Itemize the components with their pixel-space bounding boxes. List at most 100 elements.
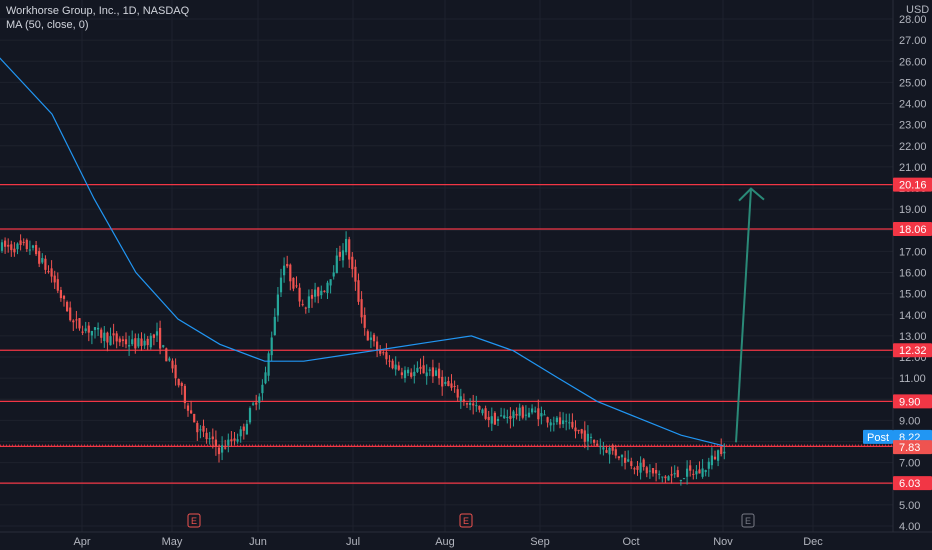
x-tick-label: Oct [622,536,639,548]
candle-body [527,412,531,418]
candle-body [571,421,574,428]
y-tick-label: 19.00 [899,204,927,216]
candle-body [329,279,332,286]
candle-body [400,372,403,376]
y-tick-label: 17.00 [899,246,927,258]
y-tick-label: 15.00 [899,289,927,301]
candle-body [25,239,28,250]
candle-body [152,334,155,338]
candle-body [453,385,456,387]
candle-body [701,468,704,477]
level-tag [893,343,932,358]
candle-body [682,478,686,480]
candle-body [518,407,521,416]
candle-body [81,331,84,333]
candle-body [602,447,605,450]
last-price-tag [893,440,932,455]
y-tick-label: 21.00 [899,162,927,174]
candle-body [366,331,369,341]
candle-body [348,239,351,260]
candles [0,231,726,486]
candle-body [614,449,617,456]
symbol-title[interactable]: Workhorse Group, Inc., 1D, NASDAQ [6,5,190,17]
last-price-label: 7.83 [899,442,920,454]
y-tick-label: 27.00 [899,35,927,47]
candle-body [698,469,701,474]
candle-body [335,255,338,274]
x-tick-label: May [162,536,183,548]
candle-body [394,364,397,370]
candle-body [692,473,695,475]
level-tag-label: 9.90 [899,396,920,408]
candle-body [326,282,329,293]
candle-body [444,381,447,384]
candle-body [388,360,391,362]
candle-body [245,423,248,435]
candle-body [586,433,589,442]
candle-body [16,243,19,250]
candle-body [149,335,152,348]
candle-body [707,461,710,469]
indicator-label[interactable]: MA (50, close, 0) [6,19,89,31]
arrow-shaft [735,188,752,443]
candle-body [475,405,478,407]
candle-body [413,371,416,377]
candle-body [360,299,363,318]
candle-body [93,327,97,330]
y-tick-label: 26.00 [899,56,927,68]
y-tick-label: 11.00 [899,373,926,385]
candle-body [558,417,562,425]
candle-body [620,454,624,458]
candle-body [537,408,540,420]
candle-body [7,244,10,247]
y-axis[interactable]: 4.005.006.007.008.009.0010.0011.0012.001… [892,0,932,550]
candle-body [512,411,515,419]
candle-body [72,320,75,323]
candle-body [174,364,177,379]
candle-body [469,402,472,405]
candle-body [434,370,438,376]
candle-body [419,366,422,369]
candle-body [183,385,186,404]
candle-body [496,418,500,422]
candle-body [704,470,707,473]
candle-body [227,439,230,446]
candle-body [242,426,245,431]
candle-body [90,330,93,336]
candle-body [252,403,255,405]
candle-body [261,384,264,394]
candle-body [258,396,261,403]
candle-body [341,250,345,261]
candle-body [689,465,692,471]
candle-body [317,287,320,297]
candle-body [320,290,323,296]
candle-body [217,447,221,455]
candle-body [552,423,555,425]
candle-body [354,266,357,282]
candle-body [630,461,633,467]
candle-body [264,372,267,384]
candle-body [106,332,109,343]
post-tag-name-bg [863,429,893,444]
candle-body [100,329,103,338]
candle-body [391,360,394,369]
y-tick-label: 25.00 [899,77,927,89]
candle-body [450,383,453,388]
level-tag-label: 20.16 [899,180,927,192]
candle-body [534,410,537,412]
chart-legend[interactable]: Workhorse Group, Inc., 1D, NASDAQ MA (50… [6,4,189,32]
candle-body [363,314,366,328]
ma-path [0,45,724,447]
level-tag-label: 18.06 [899,224,927,236]
candle-body [605,450,608,453]
x-tick-label: Aug [435,536,455,548]
candle-body [599,446,602,448]
x-axis[interactable]: Apr May Jun Jul Aug Sep Oct Nov Dec [0,531,932,548]
candle-body [540,413,543,417]
candle-body [53,275,56,283]
candle-body [506,416,509,418]
candle-body [670,474,673,476]
candle-body [59,290,62,299]
